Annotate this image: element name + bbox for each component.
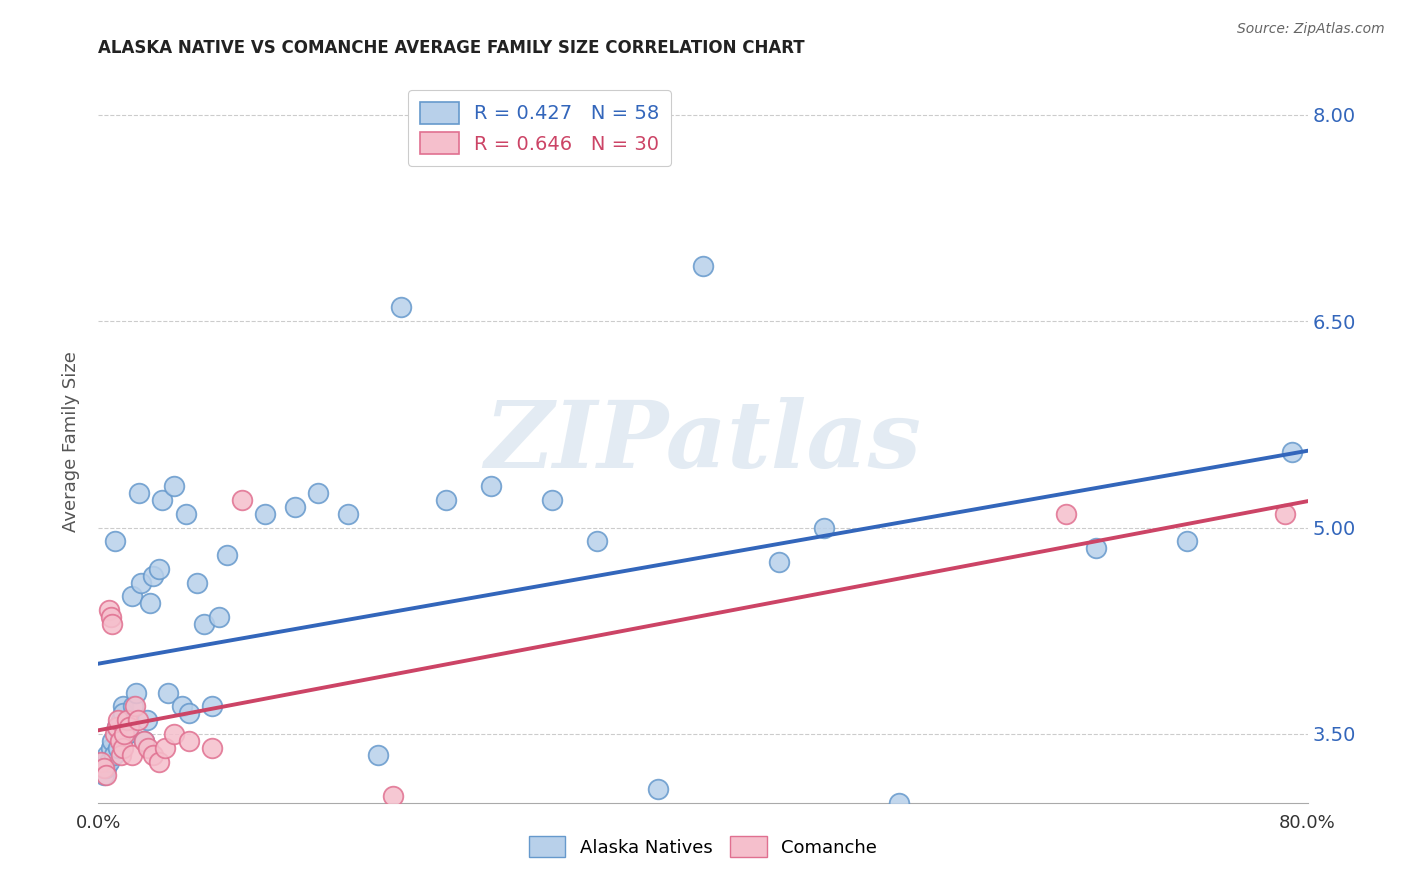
Point <box>108 727 131 741</box>
Point <box>307 486 329 500</box>
Point <box>336 507 359 521</box>
Point <box>148 562 170 576</box>
Point <box>179 706 201 721</box>
Point <box>768 555 790 569</box>
Point <box>112 720 135 734</box>
Text: ALASKA NATIVE VS COMANCHE AVERAGE FAMILY SIZE CORRELATION CHART: ALASKA NATIVE VS COMANCHE AVERAGE FAMILY… <box>98 38 806 56</box>
Point <box>367 747 389 762</box>
Point <box>647 782 669 797</box>
Point <box>1274 507 1296 521</box>
Point <box>90 755 112 769</box>
Point <box>111 699 134 714</box>
Point <box>115 713 138 727</box>
Point <box>124 699 146 714</box>
Point <box>100 740 122 755</box>
Point <box>540 493 562 508</box>
Point <box>136 740 159 755</box>
Point <box>150 493 173 508</box>
Point <box>114 727 136 741</box>
Point <box>98 603 121 617</box>
Point <box>284 500 307 514</box>
Point <box>156 686 179 700</box>
Point <box>253 507 276 521</box>
Point <box>107 713 129 727</box>
Point <box>101 734 124 748</box>
Point <box>118 720 141 734</box>
Point <box>107 740 129 755</box>
Point <box>105 720 128 734</box>
Point <box>103 747 125 762</box>
Point <box>1054 507 1077 521</box>
Point <box>179 734 201 748</box>
Point <box>170 699 193 714</box>
Point <box>1175 534 1198 549</box>
Point <box>110 713 132 727</box>
Point <box>101 616 124 631</box>
Point <box>889 796 911 810</box>
Point <box>1085 541 1108 556</box>
Point <box>93 768 115 782</box>
Point <box>135 713 157 727</box>
Point <box>139 596 162 610</box>
Point <box>382 789 405 803</box>
Point <box>208 610 231 624</box>
Point <box>163 727 186 741</box>
Point <box>112 727 135 741</box>
Point <box>142 568 165 582</box>
Point <box>163 479 186 493</box>
Point <box>104 727 127 741</box>
Point <box>110 747 132 762</box>
Point <box>94 768 117 782</box>
Point <box>96 747 118 762</box>
Point <box>111 740 134 755</box>
Point <box>148 755 170 769</box>
Point <box>129 575 152 590</box>
Point <box>434 493 457 508</box>
Point <box>105 720 128 734</box>
Point <box>108 734 131 748</box>
Point <box>132 734 155 748</box>
Point <box>98 755 121 769</box>
Point <box>125 686 148 700</box>
Point <box>127 713 149 727</box>
Point <box>481 479 503 493</box>
Point <box>586 534 609 549</box>
Point <box>201 740 224 755</box>
Point <box>389 301 412 315</box>
Point <box>193 616 215 631</box>
Point <box>231 493 253 508</box>
Point <box>186 575 208 590</box>
Legend: Alaska Natives, Comanche: Alaska Natives, Comanche <box>520 827 886 866</box>
Point <box>132 734 155 748</box>
Point <box>215 548 238 562</box>
Text: Source: ZipAtlas.com: Source: ZipAtlas.com <box>1237 22 1385 37</box>
Point <box>128 486 150 500</box>
Point <box>121 747 143 762</box>
Point <box>142 747 165 762</box>
Point <box>121 590 143 604</box>
Text: ZIPatlas: ZIPatlas <box>485 397 921 486</box>
Point <box>153 740 176 755</box>
Point <box>115 727 138 741</box>
Point <box>201 699 224 714</box>
Point <box>692 259 714 273</box>
Y-axis label: Average Family Size: Average Family Size <box>62 351 80 532</box>
Point <box>122 699 145 714</box>
Point <box>104 534 127 549</box>
Point <box>118 713 141 727</box>
Point <box>100 610 122 624</box>
Point <box>813 520 835 534</box>
Point <box>93 761 115 775</box>
Point <box>90 755 112 769</box>
Point <box>111 706 134 721</box>
Point <box>174 507 197 521</box>
Point <box>94 761 117 775</box>
Point <box>1281 445 1303 459</box>
